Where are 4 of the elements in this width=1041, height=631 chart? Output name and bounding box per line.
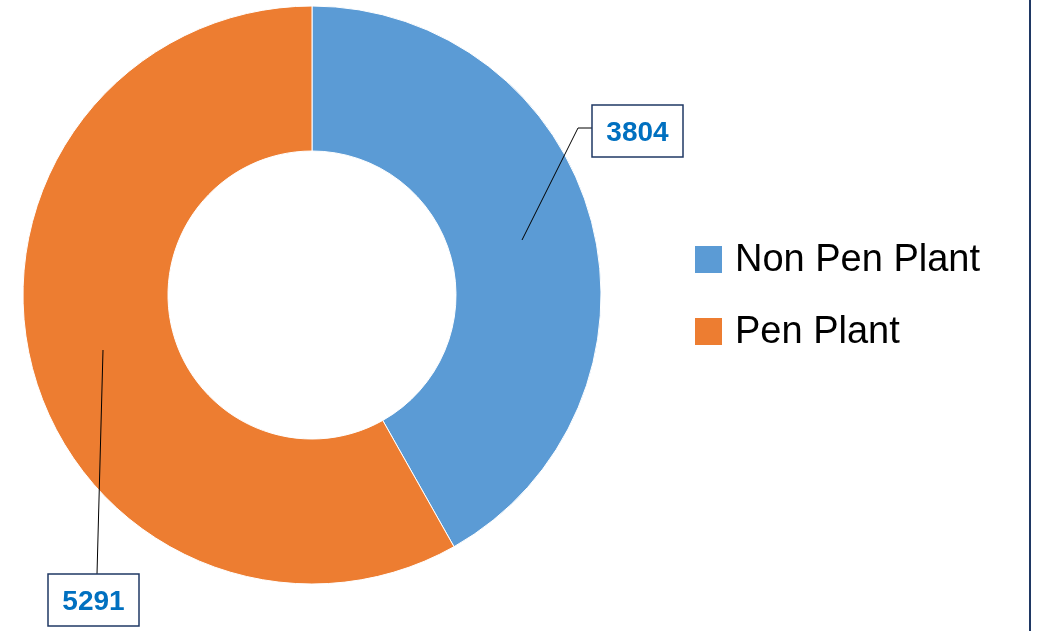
legend-label: Non Pen Plant: [735, 237, 981, 279]
data-label: 3804: [606, 116, 670, 147]
legend-label: Pen Plant: [735, 309, 901, 351]
data-label: 5291: [62, 585, 125, 616]
